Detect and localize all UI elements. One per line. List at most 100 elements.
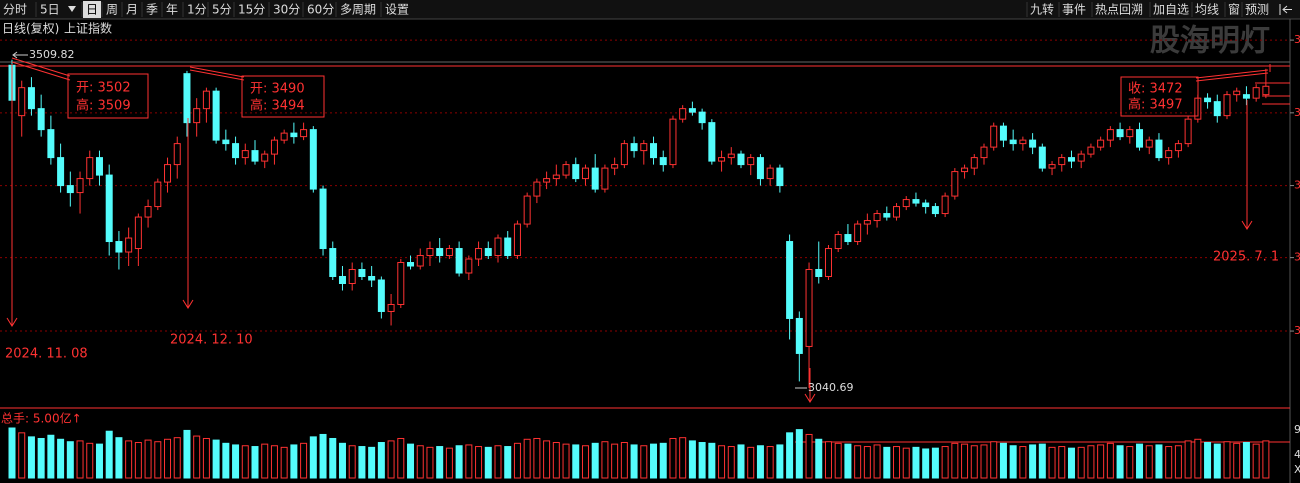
candle-body [562, 164, 570, 176]
tool-button[interactable]: 事件 [1062, 3, 1086, 17]
y-tick-label: 3 [1294, 251, 1300, 264]
volume-bar [232, 444, 240, 479]
volume-bar [95, 443, 103, 479]
tab[interactable]: 年 [166, 3, 178, 17]
candle-body [436, 248, 444, 257]
candle-body [1116, 129, 1124, 138]
candle-body [640, 143, 648, 152]
tool-button[interactable]: 九转 [1030, 2, 1054, 17]
volume-bar [863, 446, 871, 479]
volume-bar [1019, 446, 1027, 479]
tab[interactable]: 月 [126, 3, 138, 17]
tab[interactable]: 5日 [40, 3, 60, 17]
candle-body [844, 234, 852, 243]
candle-body [834, 234, 842, 250]
tab[interactable]: 季 [146, 3, 158, 17]
annotations [6, 51, 1271, 403]
price-pointer [12, 51, 28, 59]
info-box [1120, 76, 1199, 117]
tool-button[interactable]: 热点回溯 [1095, 2, 1143, 17]
volume-bar [290, 444, 298, 479]
candle-body [125, 237, 133, 253]
candle-body [319, 188, 327, 250]
info-box [67, 73, 149, 119]
volume-bar [1242, 442, 1250, 479]
tool-button[interactable]: 预测 [1245, 3, 1269, 17]
volume-bar [650, 443, 658, 479]
tool-button[interactable]: 窗 [1228, 3, 1240, 17]
candle-body [786, 241, 794, 319]
volume-axis-label: X [1294, 463, 1300, 476]
volume-bar [251, 446, 259, 479]
candle-body [980, 146, 988, 159]
candle-body [105, 174, 113, 243]
candle-body [727, 153, 735, 159]
volume-bar [1184, 440, 1192, 479]
candle-body [309, 129, 317, 190]
tab[interactable]: 5分 [212, 3, 232, 17]
high-label: 3509.82 [29, 48, 75, 61]
volume-bar [455, 445, 463, 479]
leader [1195, 72, 1269, 82]
volume-bar [1106, 442, 1114, 479]
volume-bar [368, 446, 376, 479]
candle-body [601, 167, 609, 190]
tab[interactable]: 60分 [307, 3, 334, 17]
volume-bar [76, 440, 84, 479]
volume-bar [125, 440, 133, 479]
candle-body [572, 164, 580, 180]
candle-body [377, 279, 385, 312]
volume-bar [57, 438, 65, 479]
volume-bar [591, 442, 599, 479]
volume-bar [105, 430, 113, 479]
tab[interactable]: 周 [106, 3, 118, 17]
volume-bar [358, 446, 366, 479]
tab[interactable]: 1分 [187, 3, 207, 17]
volume-bar [1009, 445, 1017, 479]
volume-bar [134, 442, 142, 479]
tool-button[interactable]: 加自选 [1153, 3, 1189, 17]
candle-body [1106, 129, 1114, 141]
box-text: 收: 3472 [1128, 82, 1183, 97]
candle-body [747, 157, 755, 166]
candle-body [883, 213, 891, 218]
tab[interactable]: 15分 [238, 3, 265, 17]
volume-bar [115, 437, 123, 479]
leader [189, 69, 245, 81]
volume-bar [66, 441, 74, 479]
volume-bar [533, 437, 541, 479]
tab[interactable]: 设置 [385, 3, 409, 17]
candle-body [931, 206, 939, 215]
volume-bar [270, 445, 278, 479]
volume-bar [436, 446, 444, 479]
box-text: 高: 3509 [76, 98, 131, 114]
candle-body [261, 153, 269, 162]
candle-body [873, 213, 881, 222]
tab[interactable]: 多周期 [340, 3, 376, 17]
volume-bar [202, 437, 210, 479]
candle-body [756, 157, 764, 180]
volume-bar [1233, 442, 1241, 479]
candle-body [57, 157, 65, 187]
tab[interactable]: 分时 [3, 3, 27, 17]
tab[interactable]: 日 [86, 3, 98, 17]
volume-bar [475, 446, 483, 479]
candle-body [475, 248, 483, 260]
volume-bar [494, 445, 502, 479]
volume-bar [1213, 443, 1221, 479]
info-box [241, 75, 325, 118]
candle-body [708, 122, 716, 162]
tool-button[interactable]: 均线 [1195, 3, 1219, 17]
tab[interactable]: 30分 [273, 3, 300, 17]
candle-body [368, 276, 376, 281]
candle-body [173, 143, 181, 166]
volume-bar [786, 432, 794, 479]
volume-bar [756, 445, 764, 479]
candle-body [941, 195, 949, 215]
candle-body [387, 303, 395, 312]
dropdown-icon[interactable] [68, 6, 76, 12]
box-text: 高: 3494 [250, 98, 305, 114]
candle-body [18, 87, 26, 117]
collapse-icon[interactable] [1279, 4, 1292, 15]
